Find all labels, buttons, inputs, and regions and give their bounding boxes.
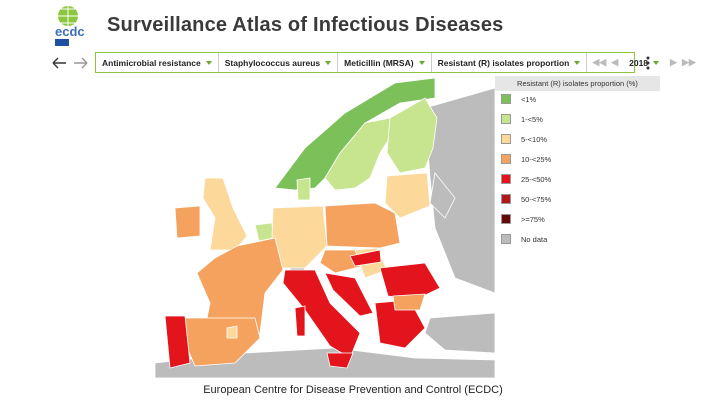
filter-dropdown[interactable]: Antimicrobial resistance: [96, 53, 219, 72]
legend-item: 10-<25%: [501, 154, 551, 164]
legend-swatch: [501, 234, 511, 244]
country[interactable]: [164, 315, 191, 369]
country[interactable]: [384, 172, 431, 219]
page-title: Surveillance Atlas of Infectious Disease…: [107, 14, 504, 36]
legend-label: <1%: [521, 94, 537, 104]
year-nav: ◀◀ ◀: [592, 57, 619, 67]
legend: Resistant (R) isolates proportion (%) <1…: [495, 76, 660, 261]
legend-swatch: [501, 194, 511, 204]
legend-swatch: [501, 134, 511, 144]
filter-dropdown[interactable]: Meticillin (MRSA): [338, 53, 432, 72]
country[interactable]: [294, 305, 306, 337]
country[interactable]: [424, 87, 495, 294]
dropdown-caret: [205, 60, 212, 65]
year-dropdown[interactable]: 2018: [623, 53, 665, 72]
map: [155, 78, 495, 378]
dropdown-caret: [325, 60, 332, 65]
country[interactable]: [324, 117, 394, 191]
legend-label: 10-<25%: [521, 154, 552, 164]
country[interactable]: [274, 78, 436, 191]
legend-swatch: [501, 94, 511, 104]
country[interactable]: [349, 249, 382, 267]
country[interactable]: [379, 262, 441, 301]
menu[interactable]: [643, 55, 653, 71]
legend-swatch: [501, 174, 511, 184]
dropdown-caret: [574, 60, 581, 65]
country[interactable]: [324, 202, 401, 249]
logo-text: ecdc: [55, 24, 85, 39]
legend-item: 5-<10%: [501, 134, 547, 144]
filter-dropdown[interactable]: Staphylococcus aureus: [219, 53, 339, 72]
filter-label: Meticillin (MRSA): [344, 57, 414, 68]
country[interactable]: [392, 293, 426, 311]
logo-flag: [55, 39, 69, 46]
legend-label: >=75%: [521, 214, 545, 224]
legend-label: 1-<5%: [521, 114, 543, 124]
dropdown-caret: [418, 60, 425, 65]
legend-item: 25-<50%: [501, 174, 551, 184]
filter-label: Staphylococcus aureus: [224, 57, 321, 68]
country[interactable]: [424, 312, 495, 354]
history-nav: [52, 57, 88, 69]
logo-grid: [58, 6, 78, 26]
legend-title: Resistant (R) isolates proportion (%): [495, 76, 660, 91]
year-label: 2018: [629, 57, 649, 68]
back-arrow[interactable]: [52, 57, 66, 69]
logo: [55, 6, 78, 46]
country[interactable]: [326, 352, 354, 369]
country[interactable]: [386, 97, 438, 174]
filter-dropdown[interactable]: Resistant (R) isolates proportion: [432, 53, 588, 72]
country[interactable]: [271, 205, 328, 269]
caption: European Centre for Disease Prevention a…: [203, 384, 503, 396]
legend-swatch: [501, 154, 511, 164]
legend-item: <1%: [501, 94, 536, 104]
filter-label: Antimicrobial resistance: [102, 57, 201, 68]
dropdown-caret: [653, 60, 660, 65]
legend-item: 50-<75%: [501, 194, 551, 204]
year-nav: ▶ ▶▶: [670, 57, 696, 67]
legend-item: 1-<5%: [501, 114, 543, 124]
country[interactable]: [296, 177, 311, 201]
legend-swatch: [501, 114, 511, 124]
country[interactable]: [429, 172, 456, 219]
legend-item: No data: [501, 234, 547, 244]
forward-arrow[interactable]: [74, 57, 88, 69]
legend-label: No data: [521, 234, 548, 244]
legend-swatch: [501, 214, 511, 224]
legend-label: 5-<10%: [521, 134, 548, 144]
filter-toolbar: Antimicrobial resistance Staphylococcus a…: [95, 52, 696, 73]
filter-label: Resistant (R) isolates proportion: [437, 57, 570, 68]
legend-item: >=75%: [501, 214, 545, 224]
country[interactable]: [174, 205, 201, 239]
legend-label: 25-<50%: [521, 174, 552, 184]
country[interactable]: [324, 272, 374, 317]
legend-label: 50-<75%: [521, 194, 552, 204]
country[interactable]: [226, 325, 238, 339]
